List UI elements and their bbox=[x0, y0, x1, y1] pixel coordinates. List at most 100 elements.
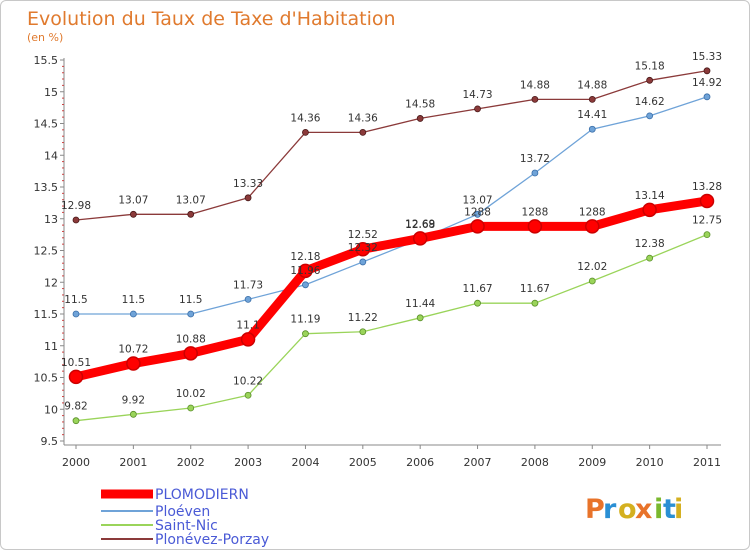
data-point bbox=[474, 105, 481, 113]
data-label: 14.41 bbox=[577, 109, 607, 121]
legend: PLOMODIERNPloévenSaint-NicPlonévez-Porza… bbox=[101, 487, 269, 548]
logo-letter: i bbox=[654, 494, 663, 525]
data-label: 11.44 bbox=[405, 298, 435, 310]
data-label: 11.5 bbox=[64, 294, 87, 306]
y-tick-label: 12 bbox=[44, 276, 58, 289]
data-label: 15.33 bbox=[692, 51, 722, 63]
data-point bbox=[531, 169, 539, 177]
data-point bbox=[470, 219, 485, 234]
x-tick-label: 2000 bbox=[62, 456, 90, 469]
data-label: 14.73 bbox=[463, 89, 493, 101]
y-tick-label: 12.5 bbox=[34, 245, 59, 258]
logo-letter: P bbox=[585, 494, 605, 525]
data-label: 9.92 bbox=[122, 394, 145, 406]
data-point bbox=[187, 310, 195, 318]
y-tick-label: 11 bbox=[44, 340, 58, 353]
data-label: 12.32 bbox=[348, 242, 378, 254]
data-label: 11.1 bbox=[236, 319, 259, 331]
y-tick-label: 15.5 bbox=[34, 54, 59, 67]
data-label: 12.38 bbox=[635, 238, 665, 250]
y-tick-label: 10 bbox=[44, 403, 58, 416]
data-label: 12.69 bbox=[405, 218, 435, 230]
series-layer bbox=[68, 67, 715, 425]
x-tick-label: 2010 bbox=[636, 456, 664, 469]
logo-letter: i bbox=[674, 494, 683, 525]
data-label: 15.18 bbox=[635, 60, 665, 72]
data-point bbox=[183, 346, 198, 361]
x-tick-label: 2011 bbox=[693, 456, 721, 469]
x-tick-label: 2004 bbox=[291, 456, 319, 469]
data-point bbox=[642, 202, 657, 218]
data-point bbox=[416, 115, 424, 122]
proxiti-logo: Pr ox i ti bbox=[585, 494, 683, 525]
data-label: 14.58 bbox=[405, 98, 435, 110]
logo-letter: t bbox=[663, 494, 676, 525]
axes: 9.5 10 10.5 11 11.5 12 12.5 13 13.5 14 14.5 15 15.5 2… bbox=[34, 54, 721, 469]
data-point bbox=[129, 410, 137, 418]
data-label: 14.62 bbox=[635, 96, 665, 108]
data-point bbox=[588, 125, 596, 133]
legend-label: Saint-Nic bbox=[155, 518, 218, 534]
data-label: 11.67 bbox=[463, 283, 493, 295]
data-point bbox=[359, 328, 367, 336]
data-point bbox=[72, 310, 80, 318]
data-label: 1288 bbox=[464, 206, 491, 218]
data-label: 9.82 bbox=[64, 401, 87, 413]
logo-letter: x bbox=[635, 494, 652, 525]
data-point bbox=[703, 231, 711, 239]
data-label: 10.72 bbox=[118, 344, 148, 356]
y-tick-label: 14 bbox=[44, 149, 58, 162]
data-point bbox=[527, 219, 543, 234]
data-label: 11.22 bbox=[348, 312, 378, 324]
data-point bbox=[240, 332, 256, 347]
logo-letter: r bbox=[603, 494, 617, 525]
data-label: 13.14 bbox=[635, 190, 665, 202]
data-point bbox=[302, 128, 309, 136]
series-line-3 bbox=[75, 70, 708, 221]
data-point bbox=[72, 216, 80, 224]
data-label: 11.5 bbox=[179, 294, 202, 306]
y-tick-label: 13 bbox=[44, 213, 58, 226]
data-label: 11.96 bbox=[290, 265, 320, 277]
data-label: 13.07 bbox=[463, 194, 493, 206]
x-tick-label: 2003 bbox=[234, 456, 262, 469]
x-tick-label: 2001 bbox=[119, 456, 147, 469]
data-label: 14.36 bbox=[348, 112, 378, 124]
data-label: 12.52 bbox=[348, 229, 378, 241]
series-line-1 bbox=[75, 96, 708, 315]
data-label: 11.19 bbox=[290, 314, 320, 326]
data-point bbox=[302, 330, 309, 338]
data-point bbox=[412, 231, 428, 246]
chart-title: Evolution du Taux de Taxe d'Habitation bbox=[27, 8, 396, 30]
data-point bbox=[298, 263, 313, 279]
data-point bbox=[531, 299, 539, 307]
y-tick-label: 10.5 bbox=[34, 372, 59, 385]
data-point bbox=[68, 369, 84, 385]
data-label: 1288 bbox=[522, 206, 549, 218]
data-label: 10.02 bbox=[176, 388, 206, 400]
data-label: 12.75 bbox=[692, 215, 722, 227]
data-point bbox=[699, 193, 715, 209]
data-point bbox=[474, 210, 481, 218]
x-tick-label: 2002 bbox=[177, 456, 205, 469]
data-point bbox=[72, 417, 80, 425]
data-point bbox=[359, 258, 367, 266]
data-label: 12.18 bbox=[290, 251, 320, 263]
x-tick-label: 2009 bbox=[578, 456, 606, 469]
data-point bbox=[355, 241, 371, 257]
data-label: 11.67 bbox=[520, 283, 550, 295]
series-line-0 bbox=[71, 196, 712, 382]
data-point bbox=[703, 67, 711, 75]
data-point bbox=[359, 128, 367, 136]
data-label: 13.07 bbox=[176, 194, 206, 206]
data-point bbox=[588, 277, 596, 285]
legend-label: Ploéven bbox=[155, 504, 210, 520]
data-point bbox=[474, 299, 481, 307]
data-point bbox=[129, 210, 137, 218]
x-tick-label: 2005 bbox=[349, 456, 377, 469]
data-label: 14.88 bbox=[520, 79, 550, 91]
data-label: 12.02 bbox=[577, 261, 607, 273]
data-point bbox=[416, 314, 424, 322]
